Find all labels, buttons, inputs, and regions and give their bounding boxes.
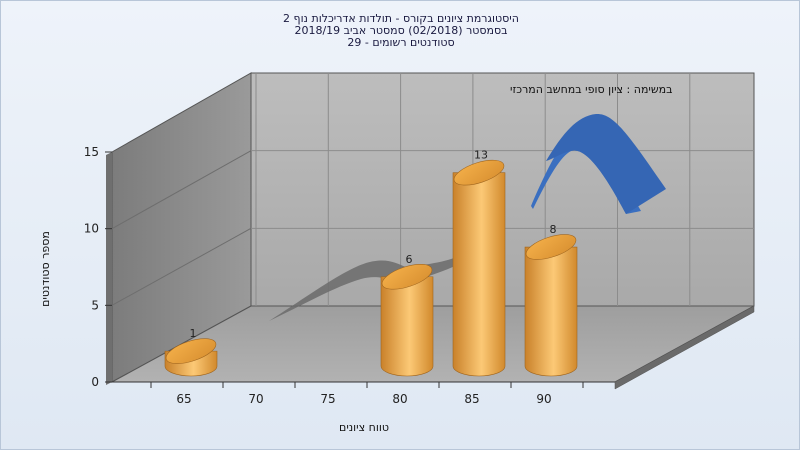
gridline-side [111, 227, 252, 306]
title-line-1: היסטוגרמת ציונים בקורס - תולדות אדריכלות… [283, 12, 519, 25]
bar-body [452, 172, 506, 377]
x-tick-label: 75 [320, 392, 335, 406]
bar-top [453, 159, 505, 186]
x-tick-label: 85 [464, 392, 479, 406]
chart-annotation: במשימה : ציון סופי במחשב המרכזי [510, 83, 673, 96]
bar-body [380, 276, 434, 377]
floor-edge [614, 305, 755, 390]
x-tick-label: 65 [176, 392, 191, 406]
x-axis: 65 70 75 80 85 90 [112, 381, 615, 406]
gridline-side [111, 150, 252, 230]
bar-value-label: 6 [406, 253, 413, 266]
bar: 6 [380, 253, 434, 377]
y-tick-label: 10 [84, 222, 99, 236]
curve-ribbon-low [269, 260, 406, 321]
x-tick-label: 90 [536, 392, 551, 406]
bar-value-label: 8 [550, 223, 557, 236]
bar-top [525, 234, 577, 260]
y-tick-label: 15 [84, 145, 99, 159]
x-tick-label: 70 [248, 392, 263, 406]
chart-title: היסטוגרמת ציונים בקורס - תולדות אדריכלות… [1, 13, 800, 49]
bar-top [381, 264, 433, 290]
bar-value-label: 1 [190, 327, 197, 340]
y-axis-title: מספר סטודנטים [39, 231, 52, 307]
y-tick-label: 5 [91, 298, 99, 312]
x-tick-label: 80 [392, 392, 407, 406]
x-axis-title: טווח ציונים [339, 421, 389, 434]
bar-top [165, 338, 217, 364]
y-axis: 0 5 10 15 [84, 145, 112, 389]
bar: 1 [164, 327, 218, 377]
bar: 8 [524, 223, 578, 377]
y-tick-label: 0 [91, 375, 99, 389]
bar-body [524, 246, 578, 377]
side-wall-edge [106, 152, 112, 385]
axis-titles: טווח ציונים מספר סטודנטים [39, 231, 389, 434]
title-line-2: בסמסטר (02/2018) סמסטר אביב 2018/19 [294, 24, 508, 37]
bar-value-label: 13 [474, 149, 488, 162]
title-line-3: סטודנטים רשומים - 29 [347, 36, 455, 49]
bar: 13 [452, 149, 506, 377]
bars: 1 6 13 8 [164, 149, 578, 377]
annotation-layer: במשימה : ציון סופי במחשב המרכזי [510, 83, 673, 96]
curve-ribbon-peak [546, 113, 666, 214]
